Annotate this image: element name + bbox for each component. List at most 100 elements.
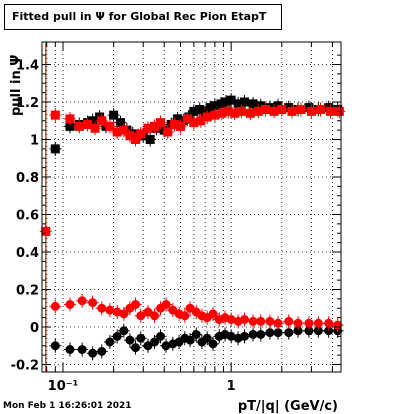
data-point (50, 144, 60, 154)
x-tick-label: 1 (227, 379, 236, 394)
data-point (105, 337, 115, 347)
data-point (284, 316, 294, 326)
y-tick-label: 0.8 (16, 171, 39, 186)
data-point (65, 114, 75, 124)
data-point (50, 110, 60, 120)
y-tick-label: 0.2 (16, 284, 39, 299)
data-point (189, 118, 199, 128)
data-point (277, 105, 287, 114)
data-point (143, 341, 153, 351)
data-point (210, 110, 220, 120)
data-point (306, 106, 316, 116)
y-tick-label: 1.4 (16, 59, 39, 74)
data-point (112, 127, 122, 137)
chart-title: Fitted pull in Ψ for Global Rec Pion Eta… (4, 4, 282, 30)
data-point (217, 108, 227, 118)
data-point (256, 316, 266, 326)
data-point (125, 131, 135, 141)
data-point (97, 303, 107, 313)
x-axis-label: pT/|q| (GeV/c) (238, 399, 338, 414)
data-point (316, 105, 326, 114)
data-point (77, 296, 87, 306)
data-point (265, 328, 275, 338)
data-point (90, 123, 100, 133)
data-point (180, 311, 190, 321)
data-point (50, 341, 60, 351)
data-point (183, 114, 193, 124)
data-point (239, 331, 249, 341)
data-point (202, 333, 212, 343)
data-point (149, 121, 159, 131)
series-2 (49, 323, 344, 361)
y-tick-label: 0 (30, 321, 39, 336)
data-point (216, 99, 226, 109)
data-point (105, 121, 115, 131)
data-point (65, 121, 75, 131)
data-point (304, 326, 314, 336)
data-point (324, 318, 334, 328)
data-point (149, 311, 159, 321)
data-point (208, 309, 218, 319)
series-3 (49, 293, 344, 333)
data-point (260, 105, 270, 114)
data-point (74, 121, 84, 131)
y-tick-label: 1.2 (16, 96, 39, 111)
data-point (273, 328, 283, 338)
data-point (143, 307, 153, 317)
data-point (210, 101, 220, 111)
data-point (131, 343, 141, 353)
data-point (145, 135, 155, 144)
data-point (88, 298, 98, 308)
data-point (119, 125, 129, 135)
data-point (205, 103, 215, 113)
y-tick-label: 1 (30, 134, 39, 149)
data-point (248, 316, 258, 326)
data-point (189, 106, 199, 116)
data-point (131, 300, 141, 309)
data-point (248, 99, 258, 109)
data-point (265, 316, 275, 326)
y-tick-label: -0.2 (11, 359, 39, 374)
data-point (156, 118, 166, 128)
data-point (196, 116, 206, 126)
data-point (143, 123, 153, 133)
data-point (136, 311, 146, 321)
data-point (169, 120, 179, 129)
data-point (65, 300, 75, 309)
data-point (202, 112, 212, 122)
data-point (248, 330, 258, 339)
data-point (269, 106, 279, 116)
data-point (191, 330, 201, 339)
data-point (149, 337, 159, 347)
data-point (119, 309, 129, 319)
data-point (226, 95, 236, 105)
data-point (176, 121, 186, 131)
data-point (173, 114, 183, 124)
data-point (112, 331, 122, 341)
data-point (109, 110, 119, 120)
data-point (239, 97, 249, 107)
data-point (83, 120, 93, 129)
data-point (221, 97, 231, 107)
data-point (50, 301, 60, 311)
data-point (77, 345, 87, 354)
data-point (233, 99, 243, 109)
data-point (326, 106, 336, 116)
data-point (88, 348, 98, 358)
data-point (88, 116, 98, 126)
axes: -0.2 0 0.2 0.4 0.6 0.8 1 1.2 1.4 10⁻¹ 1 (11, 42, 341, 394)
data-point (313, 326, 323, 336)
data-point (273, 318, 283, 328)
data-point (293, 326, 303, 336)
data-point (185, 335, 195, 345)
data-point (208, 339, 218, 349)
data-point (287, 106, 297, 116)
data-point (97, 346, 107, 356)
y-axis-label: pull in Ψ (9, 55, 24, 116)
data-point (284, 328, 294, 338)
data-point (230, 108, 240, 118)
data-point (245, 108, 255, 118)
data-point (156, 331, 166, 341)
data-point (161, 300, 171, 309)
